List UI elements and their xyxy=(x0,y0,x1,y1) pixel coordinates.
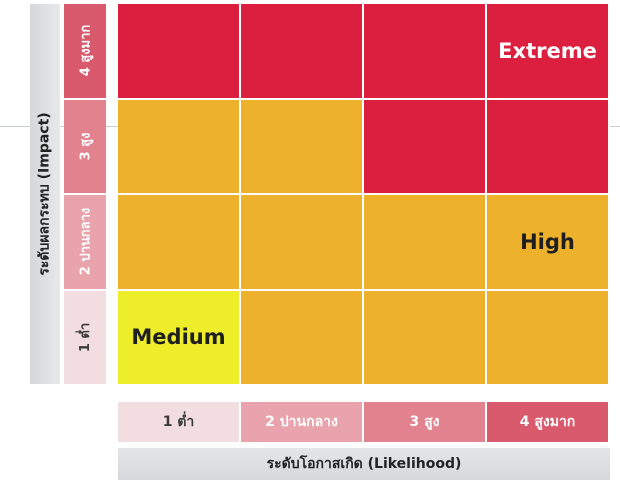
matrix-cell xyxy=(118,195,239,289)
cell-label: Medium xyxy=(131,325,226,350)
y-axis-title: ระดับผลกระทบ (Impact) xyxy=(37,112,54,276)
x-axis-band xyxy=(118,448,610,480)
y-level-label: 1 ต่ำ xyxy=(64,290,106,384)
x-level-label: 3 สูง xyxy=(364,402,485,442)
matrix-cell xyxy=(487,290,608,384)
matrix-cell: Medium xyxy=(118,290,239,384)
matrix-cell xyxy=(241,4,362,98)
y-level-label: 3 สูง xyxy=(64,99,106,193)
x-level-label: 4 สูงมาก xyxy=(487,402,608,442)
x-level-label: 1 ต่ำ xyxy=(118,402,239,442)
cell-label: High xyxy=(520,229,575,254)
matrix-cell xyxy=(364,99,485,193)
matrix-cell xyxy=(364,290,485,384)
matrix-cell xyxy=(364,195,485,289)
matrix-cell xyxy=(241,290,362,384)
risk-matrix-grid: Medium High Extreme xyxy=(118,4,610,386)
matrix-cell xyxy=(241,99,362,193)
y-level-label: 4 สูงมาก xyxy=(64,4,106,98)
matrix-cell: High xyxy=(487,195,608,289)
matrix-cell xyxy=(118,4,239,98)
matrix-cell xyxy=(487,99,608,193)
matrix-cell xyxy=(118,99,239,193)
x-level-label: 2 ปานกลาง xyxy=(241,402,362,442)
matrix-cell: Extreme xyxy=(487,4,608,98)
cell-label: Extreme xyxy=(498,38,597,63)
matrix-cell xyxy=(364,4,485,98)
y-level-label: 2 ปานกลาง xyxy=(64,195,106,289)
y-axis-band xyxy=(30,4,60,384)
matrix-cell xyxy=(241,195,362,289)
x-axis-title: ระดับโอกาสเกิด (Likelihood) xyxy=(266,456,462,472)
